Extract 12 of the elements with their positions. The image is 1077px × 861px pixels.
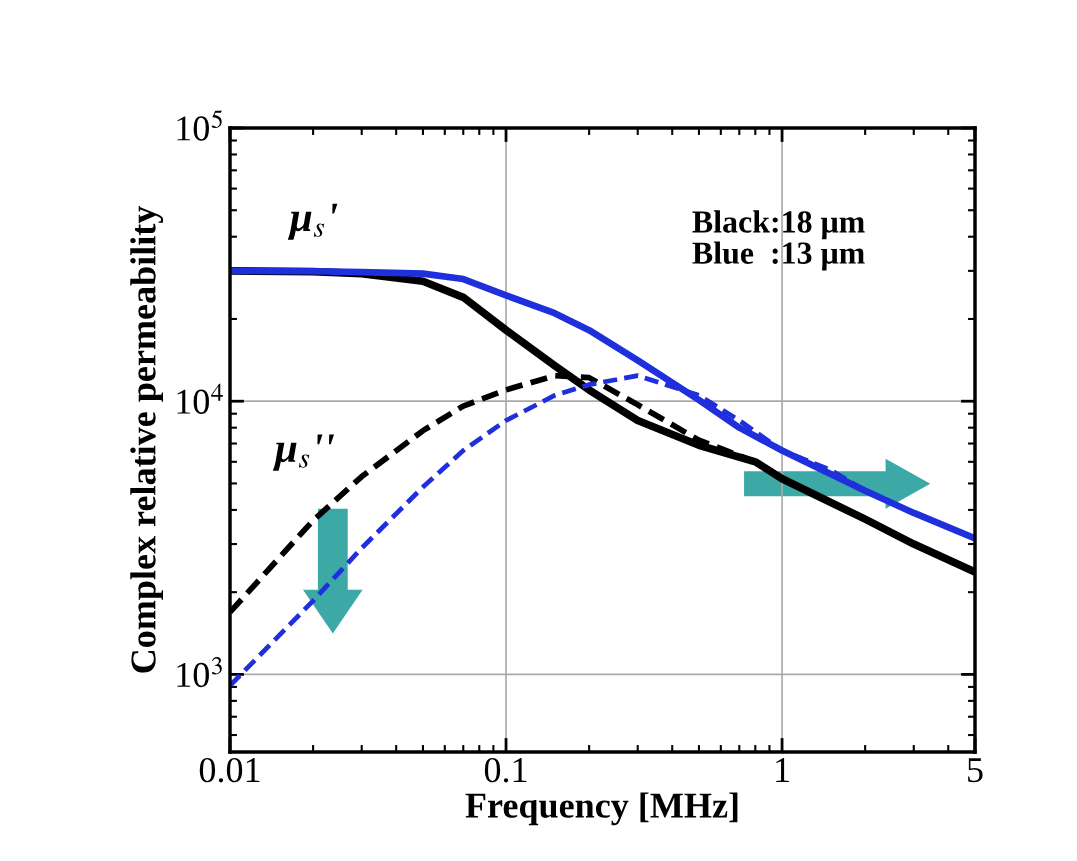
y-tick-label: 10$^{4}$ <box>177 383 223 414</box>
y-tick-label: 10$^{3}$ <box>177 656 222 688</box>
annotation: Black:18 μm Blue :13 μm <box>692 210 865 271</box>
y-tick-label: 10$^{5}$ <box>177 110 222 141</box>
y-axis-title: Complex relative permeability <box>130 206 164 673</box>
annotation: μ$_{s}$'' <box>272 434 335 471</box>
x-tick-label: 1 <box>776 758 789 782</box>
x-tick-label: 0.01 <box>199 757 260 783</box>
x-axis-title: Frequency [MHz] <box>465 792 738 826</box>
annotation: μ$_{s}$' <box>287 203 338 240</box>
x-tick-label: 0.1 <box>484 757 527 783</box>
x-tick-label: 5 <box>968 758 983 783</box>
